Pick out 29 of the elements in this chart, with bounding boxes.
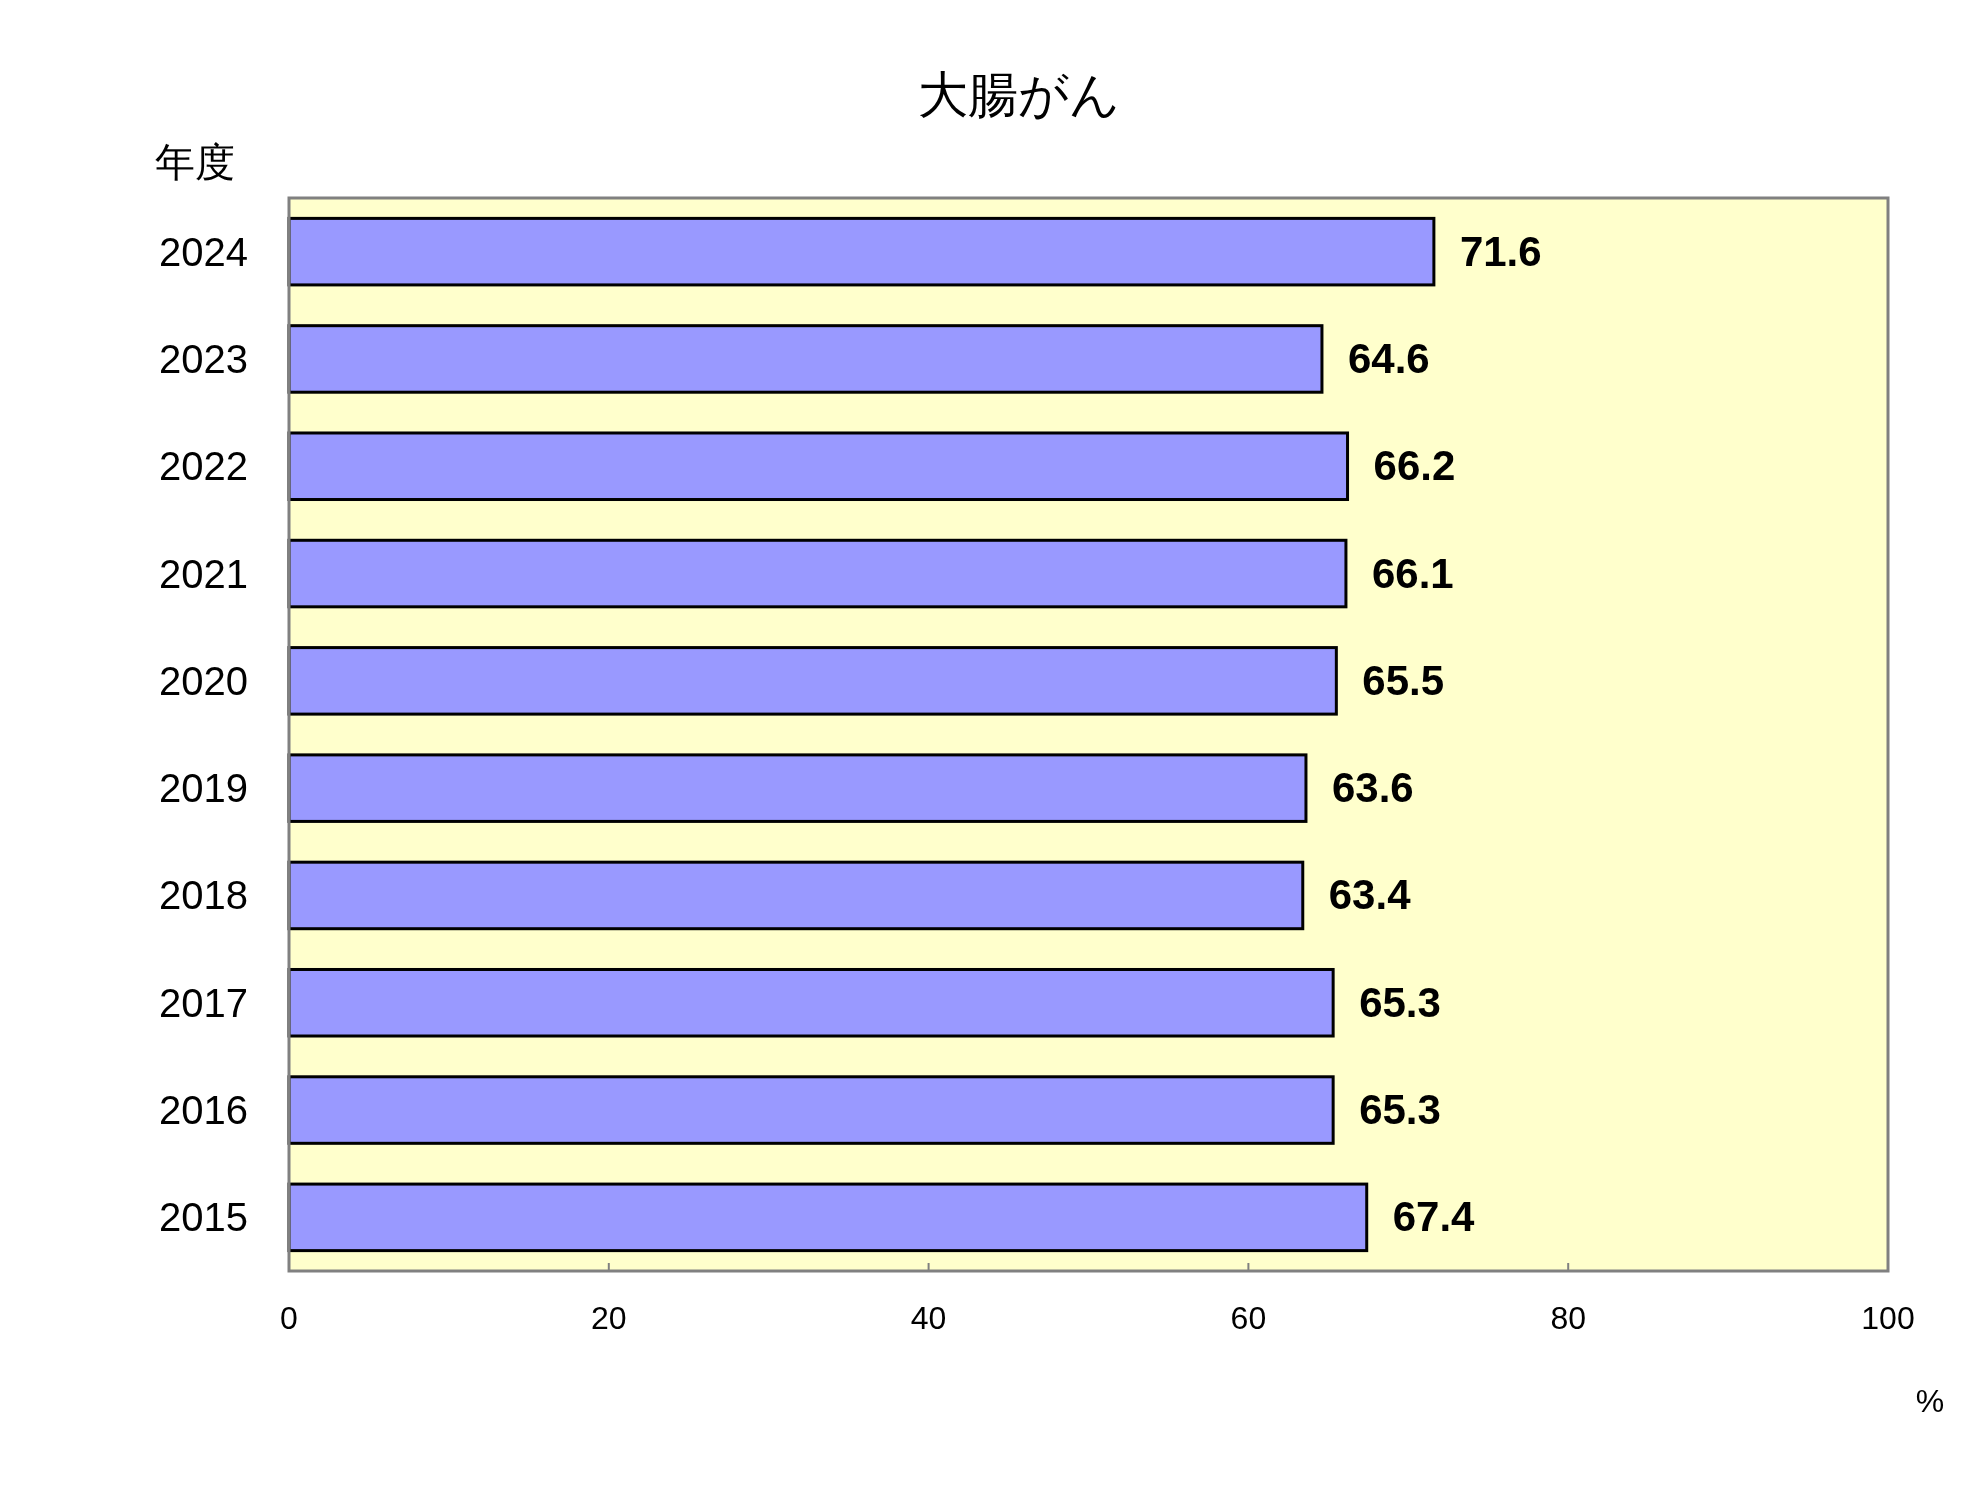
y-tick-label: 2016 xyxy=(159,1088,248,1133)
y-tick-label: 2023 xyxy=(159,336,248,381)
data-label: 71.6 xyxy=(1459,227,1542,275)
x-tick-label: 100 xyxy=(1861,1300,1915,1336)
data-label: 65.3 xyxy=(1359,978,1441,1026)
data-label: 63.4 xyxy=(1328,871,1412,919)
y-axis-title: 年度 xyxy=(155,140,235,184)
data-label: 65.3 xyxy=(1359,1086,1441,1134)
x-tick-label: 60 xyxy=(1230,1300,1267,1336)
x-axis-title: % xyxy=(1915,1383,1945,1419)
data-label: 63.6 xyxy=(1331,764,1414,812)
y-tick-label: 2015 xyxy=(159,1195,248,1240)
chart-title: 大腸がん xyxy=(917,67,1120,123)
y-tick-label: 2022 xyxy=(159,444,248,489)
data-label: 66.2 xyxy=(1373,442,1456,490)
x-tick-label: 0 xyxy=(280,1300,298,1336)
x-tick-label: 20 xyxy=(591,1300,627,1336)
data-label: 65.5 xyxy=(1362,656,1445,704)
y-tick-label: 2019 xyxy=(159,766,248,811)
y-tick-label: 2024 xyxy=(159,229,248,274)
y-tick-label: 2017 xyxy=(159,980,248,1025)
data-label: 66.1 xyxy=(1371,549,1454,597)
data-label: 64.6 xyxy=(1347,334,1430,382)
y-tick-label: 2021 xyxy=(159,551,248,596)
x-tick-label: 80 xyxy=(1550,1300,1586,1336)
y-tick-label: 2018 xyxy=(159,873,248,918)
y-tick-label: 2020 xyxy=(159,658,248,703)
x-tick-label: 40 xyxy=(910,1300,947,1336)
data-label: 67.4 xyxy=(1392,1193,1476,1241)
